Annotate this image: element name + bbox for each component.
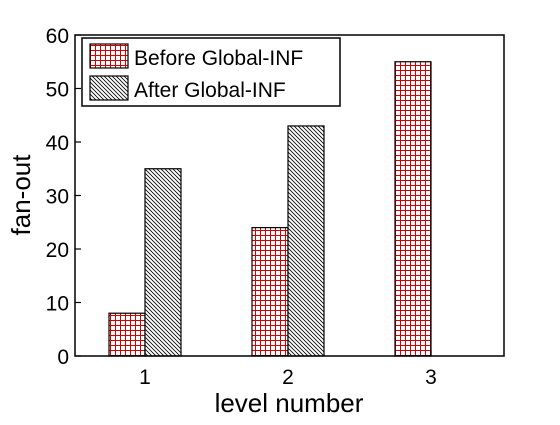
x-tick-label: 2	[282, 366, 294, 389]
bar-after-level-1	[144, 168, 182, 357]
bar-after-level-2	[287, 125, 325, 357]
legend-swatch-after	[89, 75, 129, 101]
x-axis-label: level number	[215, 388, 364, 418]
y-tick-label: 60	[46, 25, 69, 48]
legend-label-after: After Global-INF	[134, 79, 286, 102]
x-tick-label: 3	[425, 366, 437, 389]
y-tick-label: 10	[46, 293, 69, 316]
bar-before-level-3	[394, 61, 432, 357]
legend-label-before: Before Global-INF	[134, 47, 303, 70]
legend: Before Global-INF After Global-INF	[81, 37, 341, 107]
axes-layer: 0 10 20 30 40 50 60 1 2 3	[46, 25, 505, 389]
x-tick-label: 1	[139, 366, 151, 389]
bar-before-level-2	[251, 227, 289, 357]
y-tick-label: 20	[46, 239, 69, 262]
y-tick-label: 40	[46, 132, 69, 155]
y-tick-label: 0	[57, 346, 69, 369]
legend-swatch-before	[89, 43, 129, 69]
bar-before-level-1	[108, 312, 146, 357]
bars-layer	[108, 61, 432, 357]
y-axis-label: fan-out	[6, 154, 36, 236]
y-tick-label: 50	[46, 79, 69, 102]
y-tick-label: 30	[46, 186, 69, 209]
